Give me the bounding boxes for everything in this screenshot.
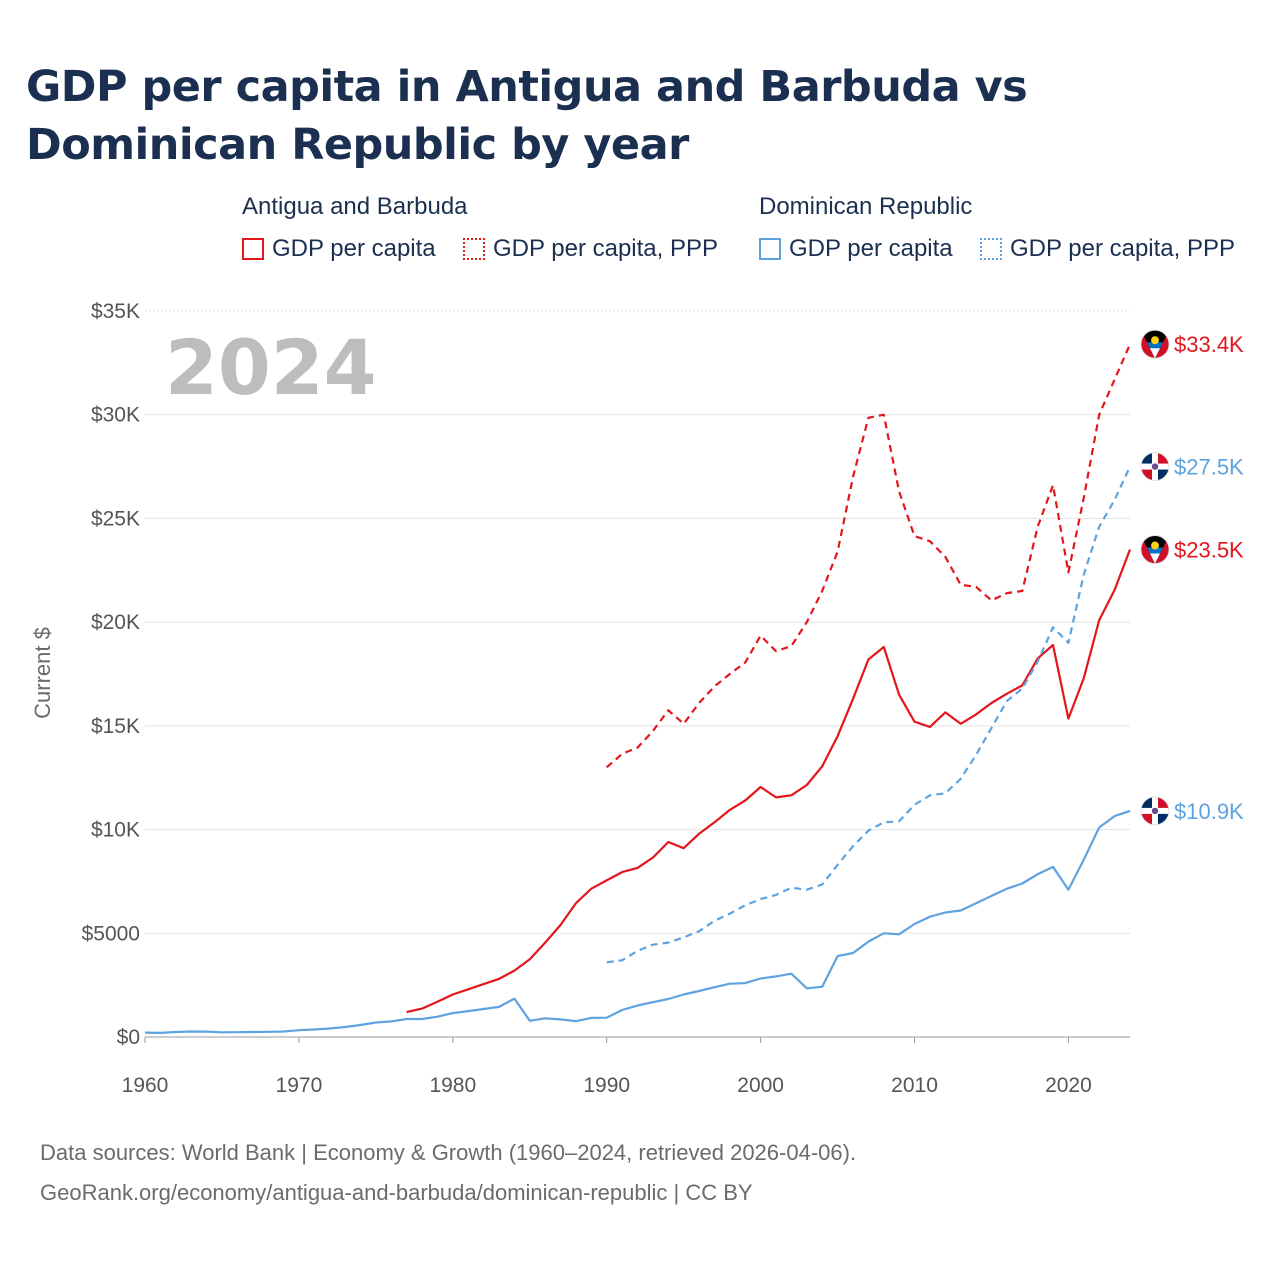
y-tick-label: $10K: [91, 819, 140, 842]
legend-item-dominican-ppp[interactable]: GDP per capita, PPP: [980, 235, 1235, 263]
y-tick-label: $5000: [82, 922, 140, 945]
series-line-2[interactable]: [144, 809, 1131, 1034]
end-value-label: $33.4K: [1174, 332, 1244, 357]
y-axis-label: Current $: [30, 627, 55, 719]
y-tick-label: $25K: [91, 507, 140, 530]
x-tick-label: 2000: [737, 1074, 784, 1097]
x-tick-label: 2010: [891, 1074, 938, 1097]
end-markers: $23.5K $33.4K $10.9K $27.5K: [1140, 329, 1244, 826]
antigua-flag-icon: [1140, 535, 1170, 564]
grid-lines: [145, 310, 1130, 1038]
dominican-flag-icon: [1140, 452, 1170, 481]
x-tick-label: 1960: [122, 1074, 169, 1097]
y-tick-label: $0: [117, 1026, 140, 1049]
y-tick-label: $30K: [91, 404, 140, 427]
legend-item-dominican-gdp[interactable]: GDP per capita: [759, 235, 953, 263]
x-tick-label: 2020: [1045, 1074, 1092, 1097]
legend-swatch-dotted-icon: [463, 238, 485, 260]
x-tick-label: 1980: [429, 1074, 476, 1097]
legend-swatch-solid-icon: [242, 238, 264, 260]
legend-item-antigua-gdp[interactable]: GDP per capita: [242, 235, 436, 263]
legend-item-antigua-ppp[interactable]: GDP per capita, PPP: [463, 235, 718, 263]
chart-title: GDP per capita in Antigua and Barbuda vs…: [26, 62, 1028, 170]
end-value-label: $10.9K: [1174, 799, 1244, 824]
x-axis-ticks: 1960 1970 1980 1990 2000 2010 2020: [122, 1037, 1092, 1097]
series-line-0[interactable]: [406, 549, 1132, 1014]
legend-label: GDP per capita, PPP: [493, 235, 718, 262]
legend-label: GDP per capita, PPP: [1010, 235, 1235, 262]
year-label: 2024: [165, 323, 377, 412]
series-line-1[interactable]: [605, 343, 1132, 769]
legend-title-antigua: Antigua and Barbuda: [242, 193, 468, 220]
y-tick-label: $20K: [91, 611, 140, 634]
legend-label: GDP per capita: [272, 235, 436, 262]
y-axis-ticks: $0 $5000 $10K $15K $20K $25K $30K $35K: [82, 300, 140, 1049]
legend-title-dominican: Dominican Republic: [759, 193, 973, 220]
series-lines: [144, 343, 1132, 1034]
end-value-label: $27.5K: [1174, 455, 1244, 480]
legend-swatch-dotted-icon: [980, 238, 1002, 260]
x-tick-label: 1990: [583, 1074, 630, 1097]
y-tick-label: $15K: [91, 715, 140, 738]
footer-sources: Data sources: World Bank | Economy & Gro…: [40, 1140, 857, 1165]
antigua-flag-icon: [1140, 329, 1170, 359]
legend-label: GDP per capita: [789, 235, 953, 262]
footer-link[interactable]: GeoRank.org/economy/antigua-and-barbuda/…: [40, 1180, 753, 1205]
x-tick-label: 1970: [276, 1074, 323, 1097]
legend-swatch-solid-icon: [759, 238, 781, 260]
dominican-flag-icon: [1140, 796, 1170, 826]
y-tick-label: $35K: [91, 300, 140, 323]
end-value-label: $23.5K: [1174, 538, 1244, 563]
series-line-3[interactable]: [606, 466, 1131, 964]
